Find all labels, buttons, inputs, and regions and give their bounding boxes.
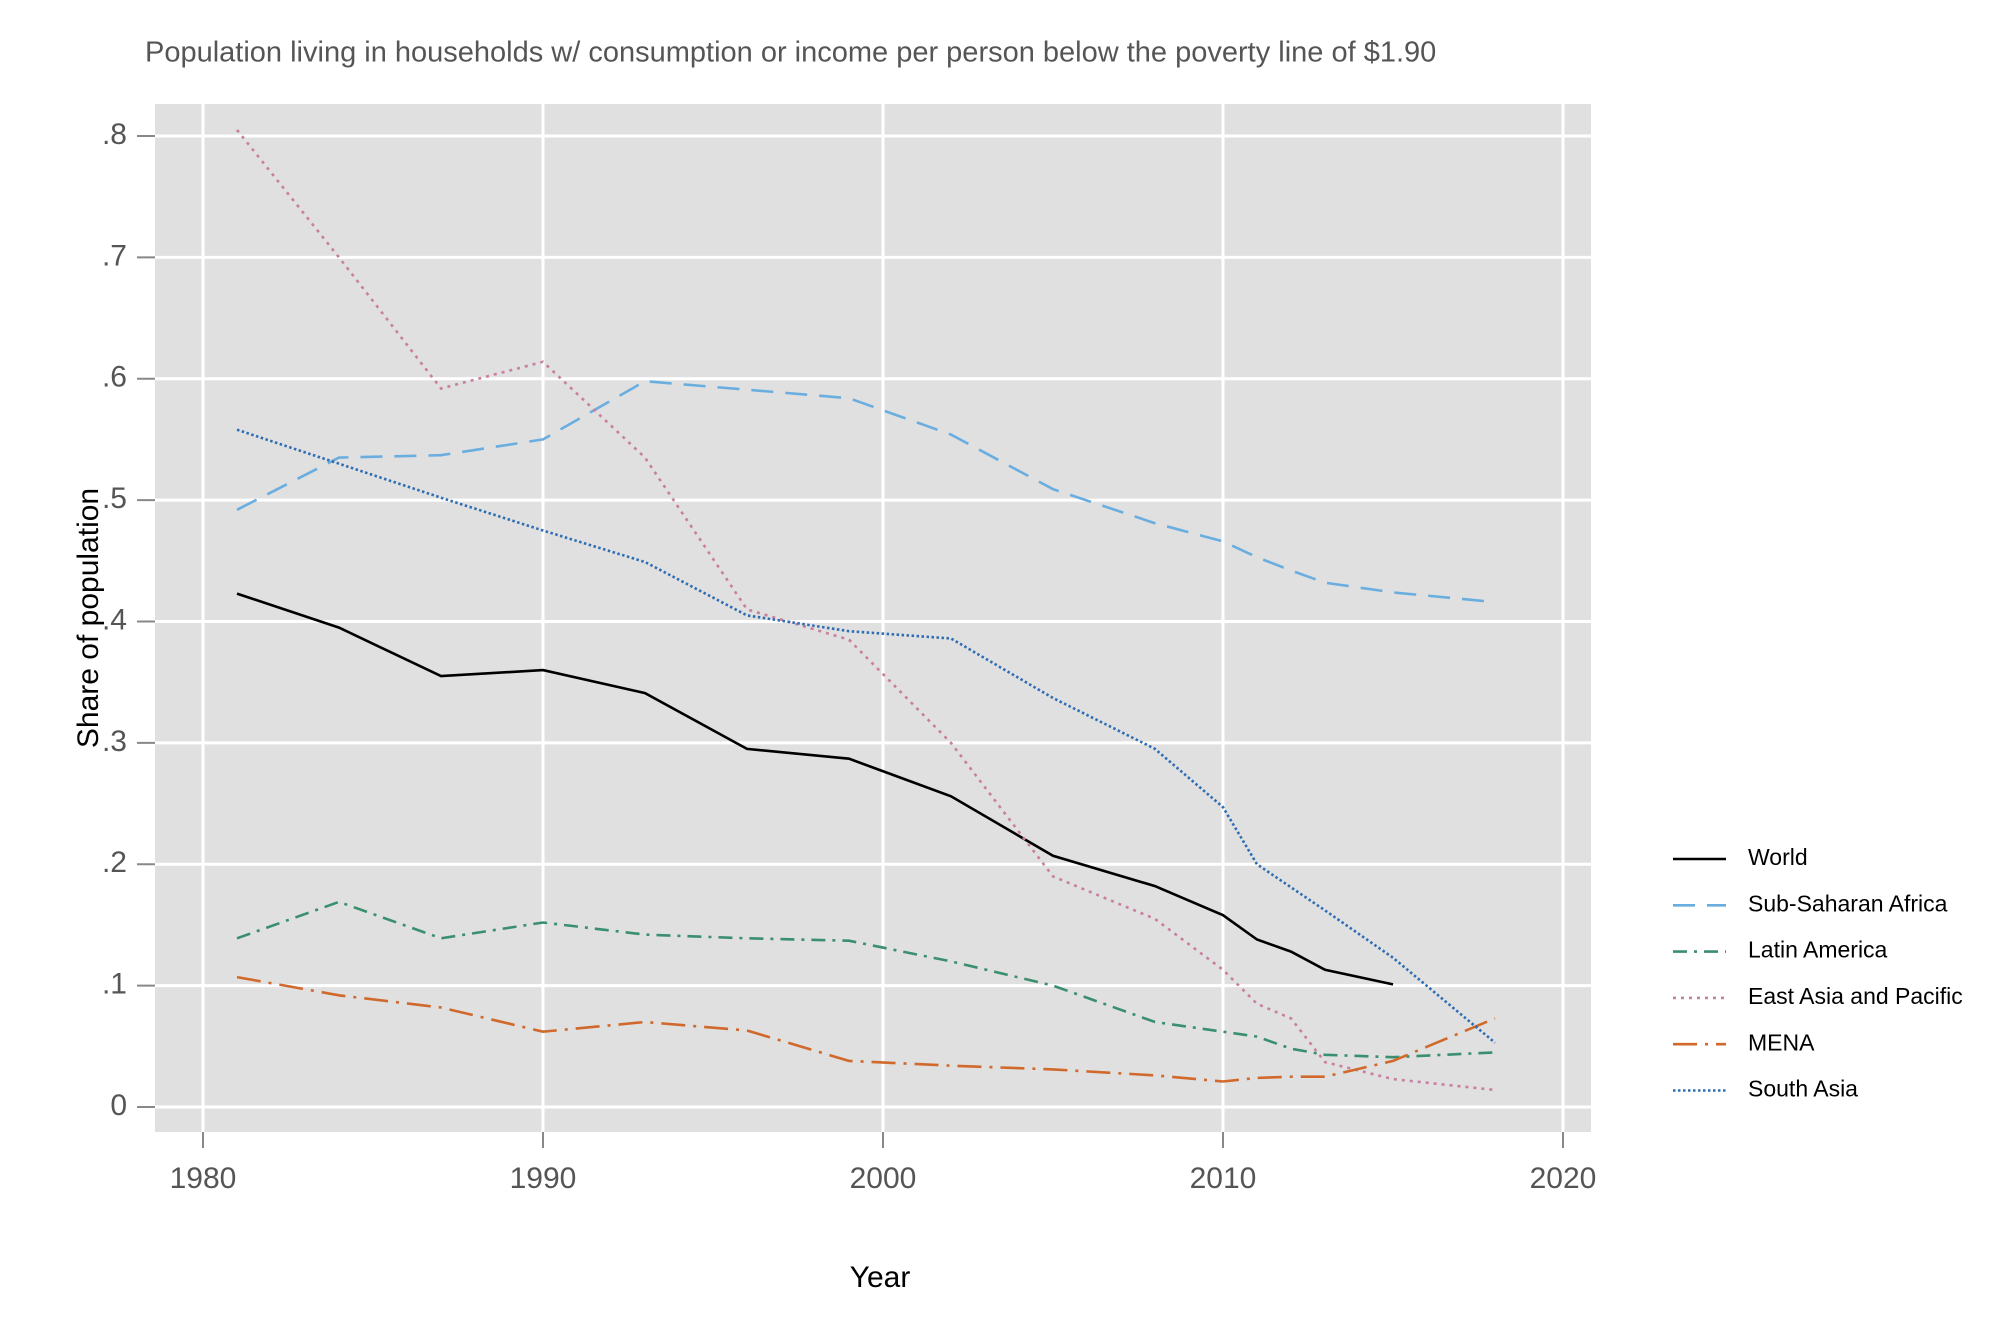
y-tick-label: .2 [102,846,127,879]
series-line [236,900,1496,1059]
y-axis-label: Share of population [72,488,105,748]
y-tick-label: .8 [102,118,127,151]
x-axis-label: Year [850,1261,911,1294]
chart-title: Population living in households w/ consu… [145,37,1436,69]
grid: 0 .1 .2 .3 .4 .5 .6 .7 .8 1980 1990 2000 2010 2020 [102,104,1596,1195]
y-tick-label: .3 [102,725,127,758]
plot-background [155,104,1591,1132]
lines [235,129,1496,1092]
x-tick-label: 2010 [1190,1162,1257,1195]
series-line [236,379,1496,604]
x-tick-label: 2020 [1530,1162,1597,1195]
legend-label: Sub-Saharan Africa [1748,890,1948,916]
legend-label: East Asia and Pacific [1748,983,1963,1009]
y-tick-label: 0 [110,1089,127,1122]
legend-label: South Asia [1748,1076,1858,1102]
x-tick-label: 1990 [510,1162,577,1195]
legend-label: MENA [1748,1029,1815,1055]
y-tick-label: .5 [102,482,127,515]
series-line [236,592,1394,986]
y-tick-label: .4 [102,603,127,636]
x-tick-label: 1980 [170,1162,237,1195]
y-tick-label: .7 [102,239,127,272]
y-tick-label: .1 [102,968,127,1001]
series-line [236,975,1496,1083]
y-tick-label: .6 [102,361,127,394]
legend: World Sub-Saharan Africa Latin America East… [1673,844,1963,1102]
x-tick-label: 2000 [850,1162,917,1195]
legend-label: Latin America [1748,937,1888,963]
legend-label: World [1748,844,1808,870]
